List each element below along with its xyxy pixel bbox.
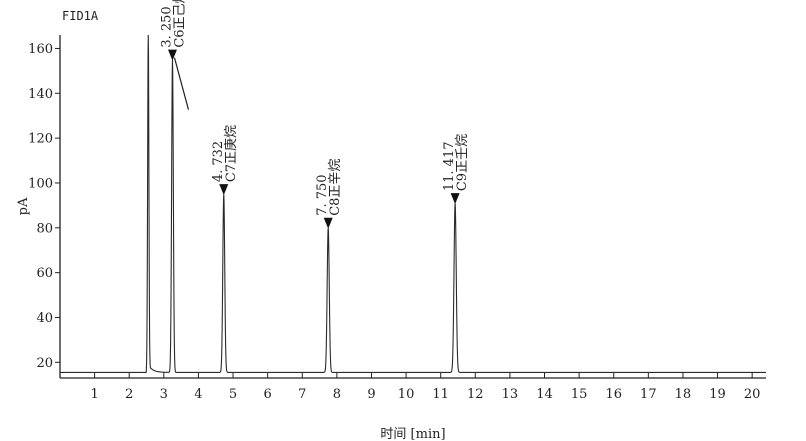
x-tick-label: 15 (571, 387, 588, 402)
y-axis-ticks: 20 40 60 80 100 120 140 160 (28, 42, 60, 371)
peak-compound-name: C8正辛烷 (328, 159, 343, 216)
y-tick-label: 120 (28, 132, 53, 147)
peak-marker (323, 217, 333, 229)
y-tick-label: 60 (36, 266, 53, 281)
peak-compound-name: C9正壬烷 (455, 134, 470, 191)
detector-label: FID1A (62, 9, 99, 23)
x-tick-label: 19 (709, 387, 726, 402)
x-tick-label: 20 (744, 387, 761, 402)
peak-retention-time: 7. 750 (315, 174, 330, 215)
x-tick-label: 18 (675, 387, 692, 402)
peak-compound-name: C6正己烷 (172, 0, 187, 48)
x-tick-label: 12 (467, 387, 484, 402)
x-tick-label: 1 (90, 387, 98, 402)
peak-retention-time: 11. 417 (442, 142, 457, 192)
y-tick-label: 140 (28, 87, 53, 102)
x-axis-label: 时间 [min] (380, 427, 445, 441)
x-tick-label: 5 (229, 387, 237, 402)
peak-marker (167, 49, 177, 61)
chromatogram-trace (60, 34, 766, 373)
x-tick-label: 7 (298, 387, 306, 402)
x-tick-label: 16 (605, 387, 622, 402)
x-tick-label: 4 (194, 387, 202, 402)
peak-compound-name: C7正庚烷 (223, 125, 239, 182)
x-tick-label: 8 (333, 387, 341, 402)
x-tick-label: 10 (398, 387, 415, 402)
x-tick-label: 6 (264, 387, 272, 402)
x-tick-label: 14 (536, 387, 553, 402)
y-tick-label: 80 (36, 221, 53, 236)
x-tick-label: 11 (432, 387, 449, 402)
y-tick-label: 40 (36, 311, 53, 326)
y-axis-label: pA (16, 197, 31, 215)
peak-marker (219, 184, 229, 196)
plot-axes (59, 35, 766, 379)
x-axis-ticks: 1 2 3 4 5 6 7 8 9 10 11 12 13 14 15 16 17 18 19 20 (90, 372, 760, 402)
peak-marker (450, 193, 460, 205)
x-tick-label: 9 (367, 387, 375, 402)
peak-retention-time: 3. 250 (159, 6, 174, 47)
peak-leader-line (173, 57, 190, 110)
x-tick-label: 17 (640, 387, 657, 402)
y-tick-label: 100 (28, 176, 53, 191)
y-tick-label: 20 (36, 356, 53, 371)
y-tick-label: 160 (28, 42, 53, 57)
x-tick-label: 13 (502, 387, 519, 402)
peak-retention-time: 4. 732 (211, 141, 226, 182)
x-tick-label: 3 (160, 387, 168, 402)
x-tick-label: 2 (125, 387, 133, 402)
